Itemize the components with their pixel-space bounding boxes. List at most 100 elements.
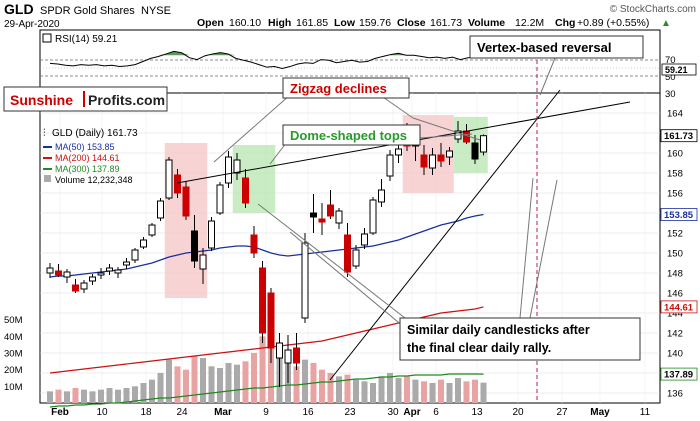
legend-ma200: MA(200) 144.61 [55, 153, 120, 163]
candle-body-up [89, 276, 96, 282]
candlestick [259, 261, 266, 343]
candle-body-up [140, 239, 147, 248]
date-tick-label: 16 [302, 407, 314, 418]
candlestick [344, 223, 351, 277]
volume-tick-label: 40M [4, 332, 23, 343]
volume-bar [123, 388, 130, 403]
candlestick [437, 143, 445, 167]
ma50-price-tag-box [660, 208, 698, 221]
volume-bar [242, 361, 249, 403]
ma50-price-tag: 153.85 [664, 210, 694, 221]
rsi-legend-label: RSI(14) 59.21 [55, 34, 118, 45]
price-tick-label: 150 [667, 249, 683, 260]
price-tags: 161.73 153.85 144.61 137.89 [660, 129, 698, 381]
date-tick-label: 6 [433, 407, 439, 418]
volume-bar [225, 363, 232, 403]
price-panel: 1361381401421441461481501521541561581601… [4, 60, 698, 418]
gld-legend-icon: ⫶ [43, 128, 46, 139]
volume-label: Volume [468, 17, 505, 29]
candle-body-down [191, 230, 198, 262]
price-tick-label: 146 [667, 289, 683, 300]
change-label: Chg [555, 17, 575, 29]
date-tick-label: 27 [556, 407, 568, 418]
volume-bar [259, 336, 266, 403]
volume-bar [191, 356, 198, 403]
volume-bar [370, 383, 376, 403]
volume-bar [174, 366, 181, 403]
rsi-legend-swatch [42, 33, 52, 43]
rsi-value-tag-text: 59.21 [665, 65, 688, 75]
date-tick-label: 9 [263, 407, 269, 418]
date-tick-label: 13 [471, 407, 483, 418]
chart-date: 29-Apr-2020 [4, 19, 60, 30]
volume-bar [81, 389, 87, 403]
volume-bar [387, 373, 393, 403]
similar-annotation-line2: the final clear daily rally. [407, 341, 551, 355]
candle-body-up [361, 233, 368, 246]
candle-body-down [174, 174, 181, 194]
change-value: +0.89 (+0.55%) [577, 17, 649, 29]
volume-bar [234, 364, 240, 403]
candlestick [157, 198, 164, 221]
candlestick [250, 226, 258, 258]
volume-bar [115, 389, 121, 403]
rsi-line [49, 50, 484, 69]
candlestick [420, 145, 428, 175]
brand-part1: Sunshine [10, 92, 73, 108]
candle-body-up [395, 148, 402, 156]
open-label: Open [197, 17, 224, 29]
date-tick-label: 23 [344, 407, 356, 418]
candlestick [242, 169, 249, 208]
ticker-exchange: NYSE [141, 5, 171, 17]
dome-annotation-box [282, 124, 421, 146]
volume-bar [140, 383, 147, 403]
volume-bar [183, 369, 189, 403]
legend-main: GLD (Daily) 161.73 [52, 128, 138, 139]
open-value: 160.10 [229, 17, 261, 29]
candle-body-up [114, 269, 122, 274]
high-value: 161.85 [296, 17, 328, 29]
candlestick [114, 267, 122, 278]
ma50-line [49, 213, 484, 278]
candlestick [46, 263, 54, 278]
volume-bar [344, 374, 351, 403]
price-tick-label: 152 [667, 229, 683, 240]
legend-ma300: MA(300) 137.89 [55, 164, 120, 174]
change-up-icon: ▲ [661, 18, 671, 29]
close-label: Close [397, 17, 426, 29]
candle-body-up [276, 342, 283, 359]
candlestick [148, 223, 156, 237]
zigzag-annotation: Zigzag declines [282, 77, 410, 99]
volume-bar [55, 389, 62, 403]
candlestick [369, 197, 377, 235]
candle-body-up [80, 282, 88, 290]
candlestick [123, 258, 130, 269]
date-tick-label: Apr [403, 407, 420, 418]
similar-annotation-line1: Similar daily candlesticks after [407, 323, 590, 337]
stockcharts-watermark: © StockCharts.com [610, 4, 696, 15]
close-price-tag: 161.73 [664, 131, 693, 142]
dome-annotation-text: Dome-shaped tops [290, 128, 407, 143]
price-tick-label: 144 [667, 309, 683, 320]
candlestick [55, 264, 62, 277]
ma300-line [49, 373, 484, 408]
close-value: 161.73 [430, 17, 462, 29]
candlestick [318, 203, 326, 235]
candle-body-down [437, 154, 445, 162]
volume-bar [89, 391, 96, 403]
price-tick-label: 148 [667, 269, 683, 280]
candle-body-up [157, 200, 164, 219]
volume-value: 12.2M [515, 17, 544, 29]
volume-bar [463, 381, 470, 403]
volume-bar [106, 388, 113, 403]
candlestick [267, 288, 275, 363]
volume-bar [64, 391, 70, 403]
low-value: 159.76 [359, 17, 391, 29]
candlestick [225, 151, 232, 188]
rsi-value-tag [661, 63, 697, 76]
candle-body-down [293, 347, 300, 364]
ticker-name: SPDR Gold Shares [40, 5, 135, 17]
candlestick [293, 333, 300, 370]
volume-bar [378, 376, 385, 403]
